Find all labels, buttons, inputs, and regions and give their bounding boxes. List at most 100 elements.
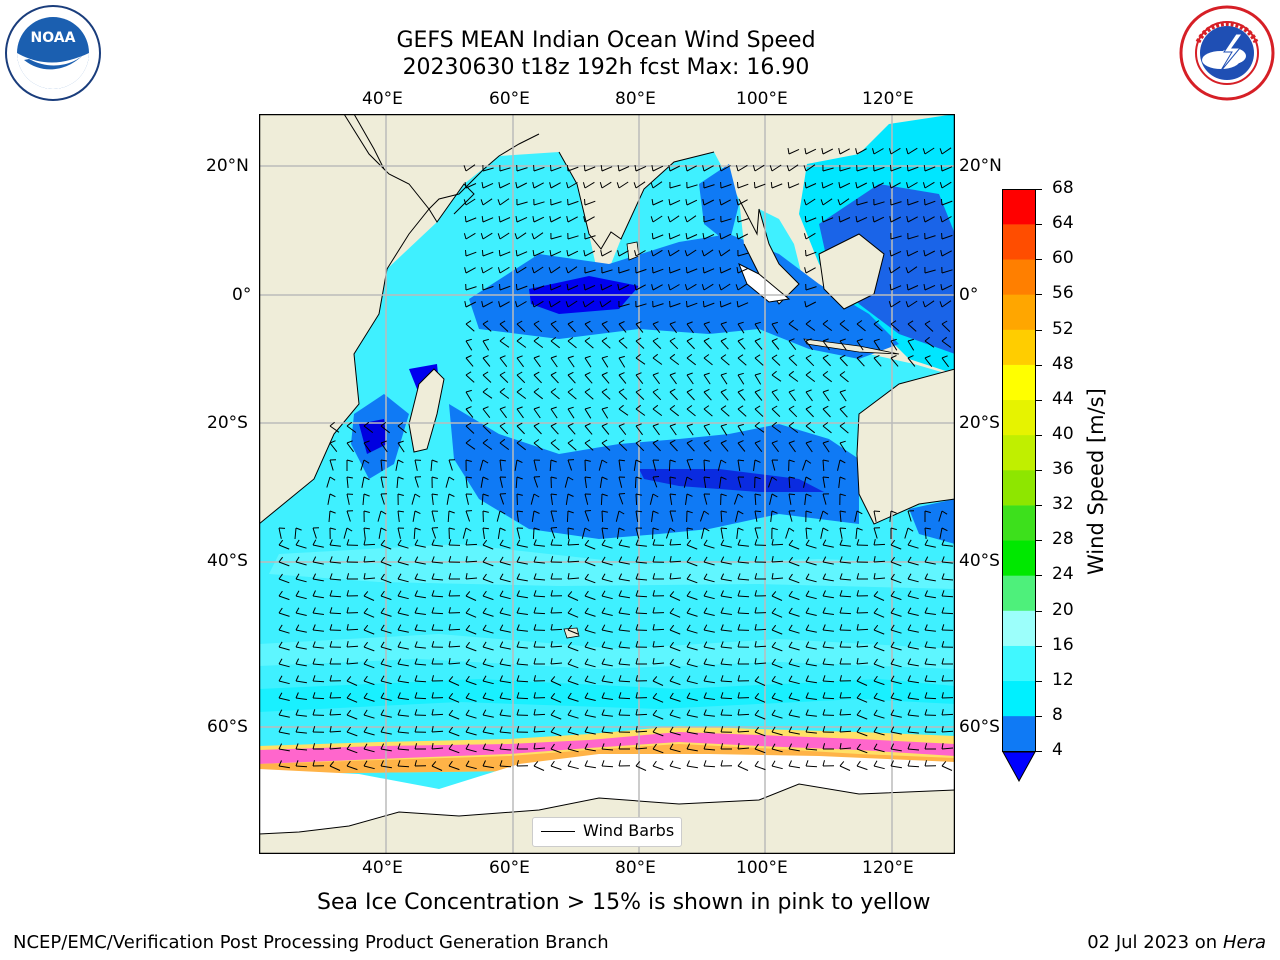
wind-barb-flag	[822, 590, 826, 597]
wind-barb	[703, 357, 713, 366]
wind-barb	[924, 300, 935, 308]
wind-barb	[771, 577, 784, 580]
wind-barb-flag	[380, 641, 385, 648]
wind-barb	[819, 510, 824, 522]
wind-barb	[822, 391, 830, 402]
wind-barb	[720, 283, 731, 291]
wind-barb	[598, 459, 603, 471]
wind-barb	[363, 663, 375, 669]
wind-barb-flag	[583, 284, 586, 291]
nws-logo	[1178, 4, 1276, 102]
wind-barb-flag	[482, 476, 489, 481]
wind-barb-flag	[703, 476, 711, 479]
wind-barb	[703, 476, 707, 488]
wind-barb	[720, 680, 733, 683]
wind-barb-flag	[549, 250, 552, 257]
wind-barb	[533, 374, 542, 384]
wind-barb-flag	[754, 623, 757, 631]
wind-barb-flag	[754, 510, 762, 513]
wind-barb	[907, 285, 919, 291]
wind-barb	[839, 510, 842, 523]
wind-barb	[669, 165, 681, 172]
wind-barb	[278, 748, 290, 752]
wind-barb	[618, 493, 624, 505]
wind-barb-flag	[414, 493, 421, 498]
wind-barb-flag	[549, 216, 552, 223]
wind-barb-flag	[906, 284, 909, 291]
wind-barb	[737, 374, 745, 385]
wind-barb	[550, 425, 559, 435]
wind-barb-flag	[584, 641, 589, 648]
wind-barb-flag	[907, 641, 912, 648]
wind-barb-flag	[788, 421, 795, 427]
wind-barb-flag	[567, 573, 570, 580]
wind-barb-flag	[839, 658, 843, 665]
red-sea-coast	[353, 114, 385, 170]
wind-barb-flag	[668, 199, 671, 206]
wind-barb-flag	[482, 510, 489, 513]
wind-barb	[278, 544, 290, 550]
wind-barb	[737, 323, 745, 334]
wind-barb-flag	[278, 556, 283, 563]
wind-barb-flag	[822, 624, 826, 631]
wind-barb	[397, 510, 400, 522]
wind-barb	[767, 476, 773, 488]
wind-barb	[360, 459, 365, 471]
wind-barb-flag	[584, 760, 588, 767]
wind-barb	[465, 510, 471, 522]
wind-barb-flag	[940, 198, 943, 206]
wind-barb-flag	[669, 692, 674, 699]
wind-barb	[924, 340, 935, 348]
wind-barb-flag	[601, 388, 608, 393]
wind-barb	[363, 425, 374, 434]
wind-barb	[431, 612, 444, 615]
wind-barb	[465, 391, 473, 402]
wind-barb	[890, 250, 902, 257]
wind-barb-flag	[600, 165, 603, 172]
wind-barb-flag	[312, 726, 316, 733]
colorbar-cell	[1002, 505, 1036, 541]
wind-barb-flag	[822, 510, 829, 515]
wind-barb	[805, 164, 816, 172]
wind-barb	[377, 510, 382, 522]
sumatra	[738, 262, 791, 303]
wind-barb	[363, 612, 375, 618]
wind-barb	[754, 731, 766, 737]
wind-barb	[312, 646, 324, 649]
wind-barb-flag	[805, 726, 809, 733]
wind-barb	[584, 510, 590, 522]
wind-barb	[567, 748, 579, 753]
wind-barb-flag	[652, 493, 659, 498]
wind-barb-flag	[805, 476, 812, 481]
wind-barb-flag	[686, 624, 691, 631]
wind-barb	[533, 408, 541, 419]
wind-barb	[904, 527, 909, 539]
wind-barb	[805, 251, 817, 257]
lat-tick-left-0: 0°	[232, 285, 252, 305]
wind-barb	[343, 527, 348, 539]
wind-barb-flag	[618, 573, 623, 580]
wind-barb-flag	[584, 423, 591, 427]
wind-barb-flag	[686, 439, 693, 444]
wind-barb-flag	[431, 607, 435, 614]
wind-barb	[924, 323, 934, 332]
wind-barb-flag	[567, 641, 573, 648]
wind-barb-flag	[754, 372, 761, 376]
wind-barb	[295, 748, 308, 751]
wind-barb	[465, 425, 475, 434]
wind-barb	[618, 459, 621, 471]
wind-barb-flag	[939, 301, 943, 308]
wind-barb	[550, 201, 562, 206]
wind-barb	[533, 442, 543, 451]
wind-barb	[567, 408, 575, 419]
wind-barb	[567, 374, 576, 384]
wind-barb	[652, 268, 664, 274]
wind-barb	[720, 629, 732, 632]
wind-barb-flag	[346, 440, 353, 444]
wind-barb	[618, 561, 630, 565]
wind-barb	[482, 629, 494, 634]
wind-barb	[788, 561, 800, 567]
wind-barb	[788, 510, 793, 522]
wind-barb-flag	[703, 388, 710, 393]
wind-barb-flag	[652, 641, 655, 648]
